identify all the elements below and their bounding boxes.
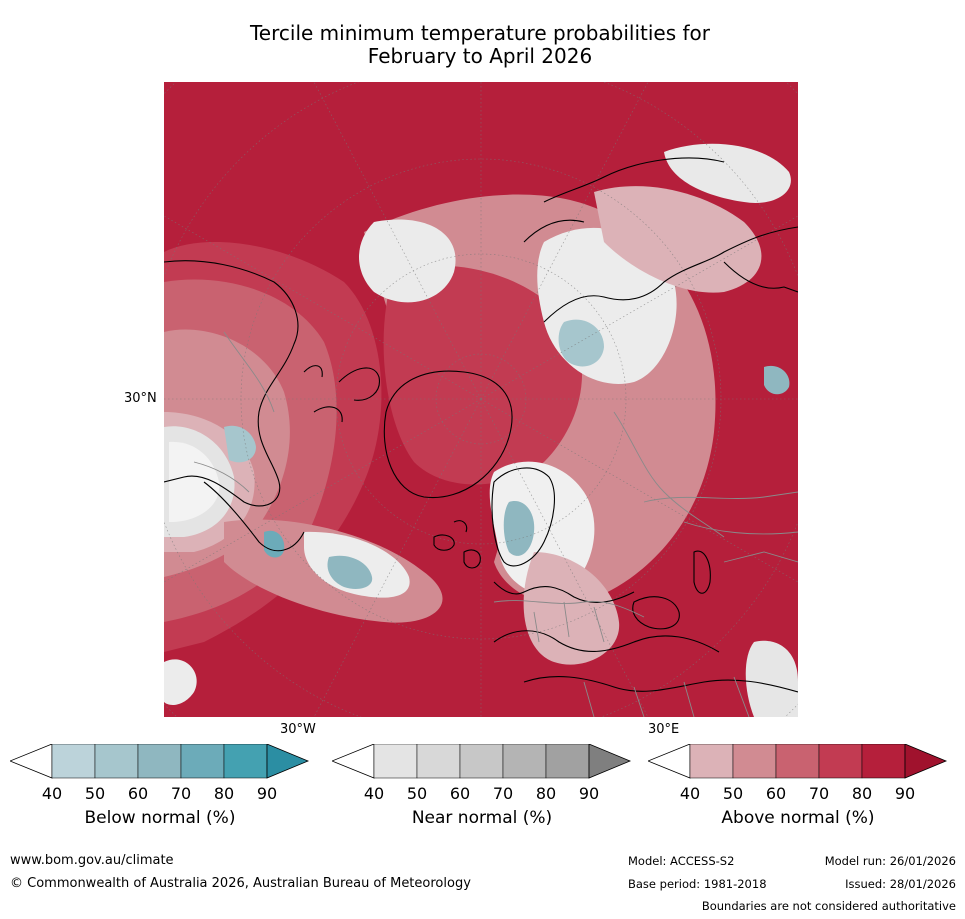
tick-label: 40 bbox=[679, 784, 701, 803]
coastline-europe-north bbox=[493, 581, 635, 603]
tick-label: 70 bbox=[492, 784, 514, 803]
boundaries-disclaimer: Boundaries are not considered authoritat… bbox=[701, 899, 956, 913]
region-above50-siberia bbox=[594, 186, 762, 293]
coastline-africa bbox=[523, 676, 798, 693]
colorbar-near-bin-40 bbox=[373, 744, 418, 779]
tick-label: 60 bbox=[449, 784, 471, 803]
coastline-caspian bbox=[693, 550, 711, 594]
website-link[interactable]: www.bom.gov.au/climate bbox=[10, 853, 174, 868]
colorbar-near-ticks: 40 50 60 70 80 90 bbox=[332, 784, 632, 804]
colorbar-below-bin-50 bbox=[94, 744, 139, 779]
tick-label: 40 bbox=[41, 784, 63, 803]
colorbar-below-label: Below normal (%) bbox=[84, 808, 236, 828]
colorbar-above-normal bbox=[648, 744, 948, 779]
border-africa bbox=[583, 676, 750, 717]
colorbar-near-bin-80 bbox=[545, 744, 590, 779]
coastline-iceland bbox=[433, 534, 455, 551]
model-name: Model: ACCESS-S2 bbox=[628, 854, 735, 868]
colorbar-below-max-arrow bbox=[266, 744, 310, 779]
colorbar-below-bin-80 bbox=[223, 744, 268, 779]
tick-label: 50 bbox=[406, 784, 428, 803]
colorbar-above-bin-50 bbox=[732, 744, 777, 779]
colorbar-above-min-arrow bbox=[648, 744, 691, 779]
tick-label: 50 bbox=[84, 784, 106, 803]
tick-label: 80 bbox=[213, 784, 235, 803]
region-white-greenland-sea bbox=[359, 219, 456, 303]
tick-label: 90 bbox=[894, 784, 916, 803]
region-below60-scandinavia bbox=[503, 501, 535, 556]
base-period: Base period: 1981-2018 bbox=[628, 877, 767, 891]
coastline-scandinavia bbox=[491, 467, 555, 567]
longitude-label-30e: 30°E bbox=[648, 722, 680, 737]
meridian-60w bbox=[164, 398, 482, 583]
latitude-circle-70n bbox=[335, 253, 627, 545]
region-below60-central-asia bbox=[764, 365, 790, 395]
map-title-line2: February to April 2026 bbox=[367, 44, 593, 68]
region-white-africa bbox=[745, 640, 798, 717]
coastline-russia-arctic bbox=[543, 226, 798, 323]
region-below50-north-america bbox=[224, 425, 256, 463]
coastline-north-america bbox=[164, 260, 299, 507]
tick-label: 40 bbox=[363, 784, 385, 803]
coastline-asia-east bbox=[723, 261, 798, 293]
border-north-america bbox=[193, 331, 275, 493]
border-asia bbox=[643, 491, 798, 563]
colorbar-above-ticks: 40 50 60 70 80 90 bbox=[648, 784, 948, 804]
colorbar-above-label: Above normal (%) bbox=[721, 808, 875, 828]
colorbar-near-bin-50 bbox=[416, 744, 461, 779]
probability-map bbox=[164, 82, 798, 717]
map-title-line1: Tercile minimum temperature probabilitie… bbox=[249, 21, 711, 45]
longitude-label-30w: 30°W bbox=[280, 722, 316, 737]
colorbar-below-bin-60 bbox=[137, 744, 182, 779]
coastline-canadian-archipelago bbox=[303, 365, 380, 423]
region-above80-arctic-ocean bbox=[383, 265, 583, 485]
coastline-mediterranean bbox=[493, 630, 720, 653]
meridian-120e bbox=[480, 215, 798, 400]
colorbar-near-label: Near normal (%) bbox=[411, 808, 553, 828]
region-above50-europe bbox=[523, 552, 620, 665]
colorbar-below-ticks: 40 50 60 70 80 90 bbox=[10, 784, 310, 804]
coastline-north-europe-islands bbox=[453, 520, 481, 569]
region-white-north-pacific-edge bbox=[164, 659, 197, 705]
colorbar-near-normal bbox=[332, 744, 632, 779]
colorbar-below-min-arrow bbox=[10, 744, 53, 779]
issued-date: Issued: 28/01/2026 bbox=[845, 877, 956, 891]
border-russia bbox=[613, 411, 725, 538]
region-below50-russia bbox=[558, 319, 604, 367]
meridian-120w bbox=[164, 215, 482, 400]
colorbar-above-bin-80 bbox=[861, 744, 906, 779]
coastline-greenland bbox=[383, 370, 513, 499]
latitude-label-30n: 30°N bbox=[124, 391, 157, 406]
coastline-black-sea bbox=[632, 596, 680, 630]
colorbar-above-bin-60 bbox=[775, 744, 820, 779]
model-run-date: Model run: 26/01/2026 bbox=[824, 854, 956, 868]
coastline-siberia-east bbox=[523, 157, 725, 243]
colorbar-above-bin-70 bbox=[818, 744, 863, 779]
colorbar-near-bin-70 bbox=[502, 744, 547, 779]
tick-label: 60 bbox=[127, 784, 149, 803]
tick-label: 90 bbox=[256, 784, 278, 803]
tick-label: 70 bbox=[170, 784, 192, 803]
meridian-60e bbox=[480, 398, 798, 583]
tick-label: 80 bbox=[851, 784, 873, 803]
tick-label: 80 bbox=[535, 784, 557, 803]
tick-label: 60 bbox=[765, 784, 787, 803]
coastline-alaska bbox=[203, 481, 305, 552]
tick-label: 70 bbox=[808, 784, 830, 803]
colorbar-below-bin-70 bbox=[180, 744, 225, 779]
border-europe bbox=[493, 600, 645, 643]
colorbar-above-bin-40 bbox=[689, 744, 734, 779]
region-below60-pacific bbox=[327, 555, 373, 589]
copyright-text: © Commonwealth of Australia 2026, Austra… bbox=[10, 876, 471, 891]
region-white-north-america bbox=[169, 441, 220, 522]
colorbar-near-min-arrow bbox=[332, 744, 375, 779]
colorbar-below-bin-40 bbox=[51, 744, 96, 779]
colorbar-near-bin-60 bbox=[459, 744, 504, 779]
colorbar-above-max-arrow bbox=[904, 744, 948, 779]
colorbar-below-normal bbox=[10, 744, 310, 779]
tick-label: 90 bbox=[578, 784, 600, 803]
tick-label: 50 bbox=[722, 784, 744, 803]
colorbar-near-max-arrow bbox=[588, 744, 632, 779]
